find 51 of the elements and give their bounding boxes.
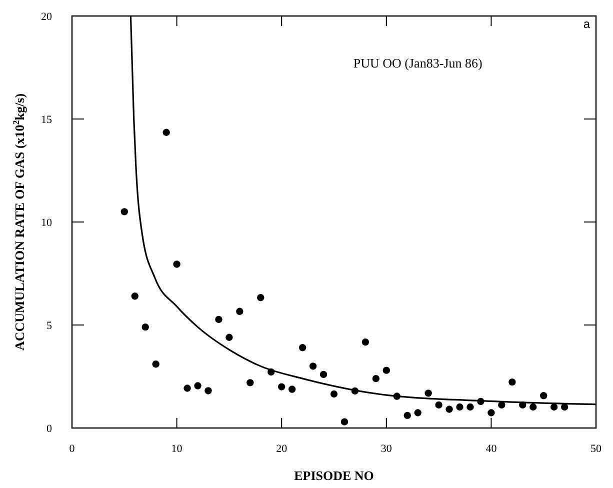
x-tick-label: 50 — [590, 443, 602, 455]
point — [372, 374, 380, 382]
x-tick-label: 40 — [486, 443, 498, 455]
point — [215, 316, 222, 324]
point — [278, 383, 286, 390]
point — [320, 370, 328, 378]
point — [488, 409, 495, 416]
point — [424, 390, 432, 397]
point — [414, 409, 422, 416]
point — [131, 292, 138, 300]
point — [560, 403, 568, 411]
point — [456, 403, 464, 411]
point — [530, 403, 537, 411]
point — [236, 308, 244, 315]
point — [540, 392, 548, 400]
x-tick-label: 0 — [69, 443, 76, 455]
y-tick-label: 15 — [41, 114, 52, 126]
y-tick-label: 10 — [41, 217, 52, 229]
y-tick-label: 0 — [46, 423, 52, 435]
point — [120, 208, 128, 216]
point — [435, 401, 442, 409]
point — [362, 338, 370, 346]
x-tick-label: 20 — [276, 443, 288, 455]
point — [246, 379, 254, 386]
point — [330, 390, 338, 398]
point — [466, 403, 474, 411]
y-tick-label: 5 — [46, 320, 52, 332]
point — [508, 378, 516, 386]
point — [173, 260, 180, 268]
point — [550, 403, 558, 411]
point — [184, 384, 191, 392]
annotation: a — [583, 17, 590, 31]
x-tick-label: 10 — [171, 443, 183, 455]
point — [340, 418, 348, 426]
y-tick-label: 20 — [41, 11, 52, 23]
point — [204, 387, 212, 394]
x-axis-title: EPISODE NO — [294, 468, 374, 483]
point — [226, 334, 233, 341]
point — [152, 360, 160, 368]
point — [142, 323, 149, 331]
point — [298, 344, 306, 352]
point — [257, 294, 264, 302]
point — [194, 382, 202, 390]
annotation: PUU OO (Jan83-Jun 86) — [353, 56, 482, 70]
point — [162, 128, 170, 136]
point — [309, 362, 317, 370]
point — [446, 406, 453, 413]
point — [382, 366, 390, 374]
point — [288, 386, 296, 393]
point — [404, 412, 411, 420]
x-tick-label: 30 — [380, 443, 392, 455]
